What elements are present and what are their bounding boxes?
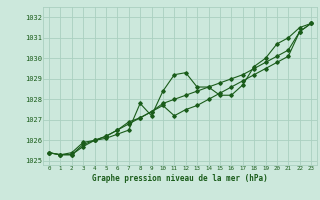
X-axis label: Graphe pression niveau de la mer (hPa): Graphe pression niveau de la mer (hPa)	[92, 174, 268, 183]
